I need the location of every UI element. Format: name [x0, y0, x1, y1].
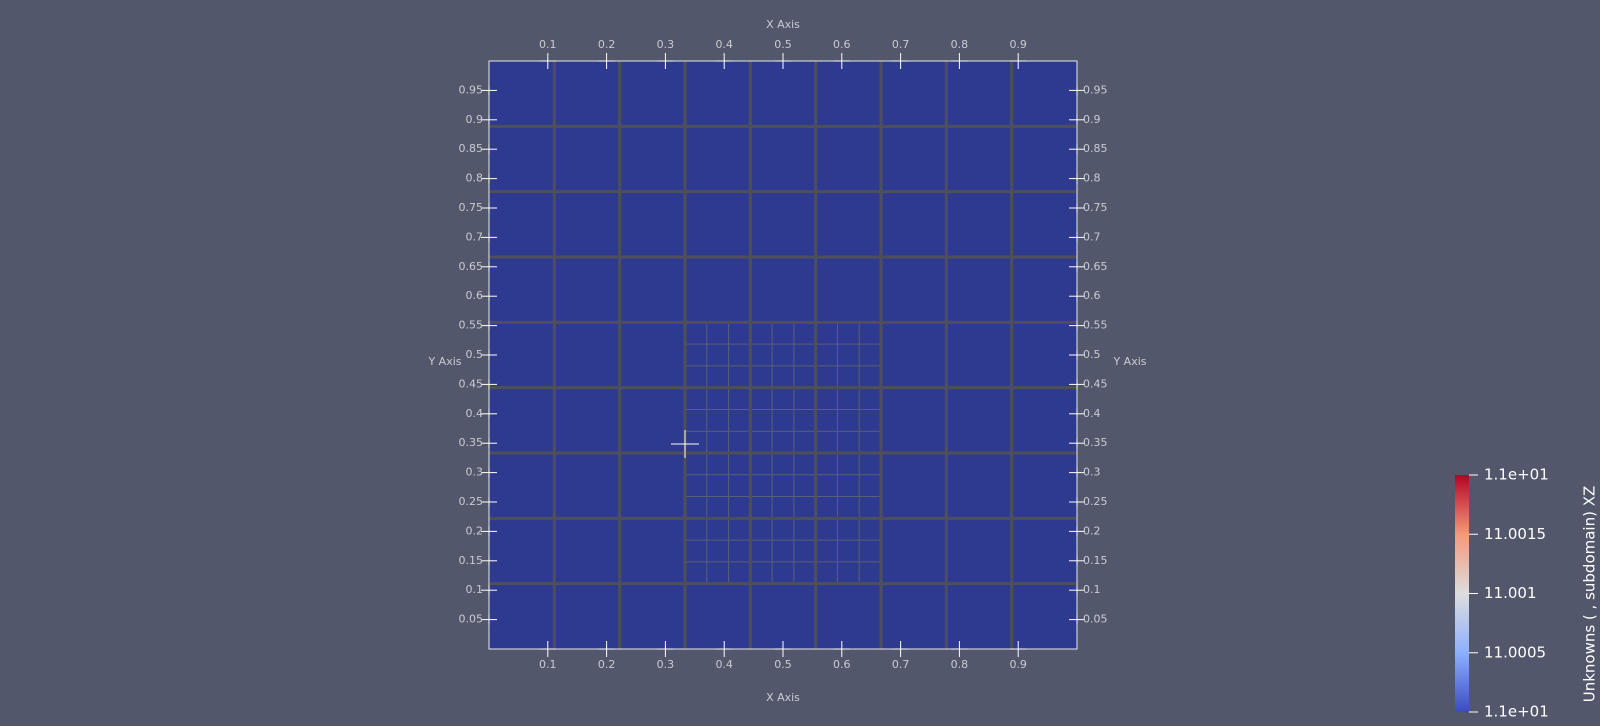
x-tick-label: 0.9	[1009, 38, 1027, 51]
axes: 0.1 0.1 0.2 0.2 0.3 0.3 0.4 0.4 0.5 0.5 0.6 0.6 0.7 0…	[459, 38, 1108, 671]
y-tick-label: 0.7	[466, 230, 484, 243]
x-axis-title-bottom: X Axis	[766, 691, 800, 704]
y-tick-label: 0.2	[1083, 524, 1101, 537]
x-tick-label: 0.2	[598, 658, 616, 671]
mesh-surface	[489, 61, 1077, 649]
y-tick-label: 0.95	[459, 83, 484, 96]
y-tick-label: 0.45	[459, 377, 484, 390]
colorbar-title: Unknowns ( , subdomain) XZ	[1581, 486, 1599, 703]
colorbar-label: 11.0015	[1484, 525, 1546, 543]
x-tick-label: 0.2	[598, 38, 616, 51]
y-tick-label: 0.25	[1083, 495, 1108, 508]
y-tick-label: 0.7	[1083, 230, 1101, 243]
y-tick-label: 0.2	[466, 524, 484, 537]
x-tick-label: 0.7	[892, 38, 910, 51]
y-axis-title-left: Y Axis	[427, 355, 461, 368]
colorbar-labels: 1.1e+01 11.0015 11.001 11.0005 1.1e+01	[1469, 466, 1549, 721]
x-tick-label: 0.6	[833, 658, 851, 671]
y-tick-label: 0.95	[1083, 83, 1108, 96]
colorbar-label: 1.1e+01	[1484, 703, 1549, 721]
y-tick-label: 0.5	[1083, 348, 1101, 361]
y-tick-label: 0.5	[466, 348, 484, 361]
y-tick-label: 0.8	[1083, 172, 1101, 185]
colorbar	[1455, 475, 1469, 712]
x-tick-label: 0.1	[539, 658, 557, 671]
x-tick-label: 0.3	[657, 38, 675, 51]
y-tick-label: 0.1	[1083, 583, 1101, 596]
y-tick-label: 0.85	[459, 142, 484, 155]
y-axis-title-right: Y Axis	[1112, 355, 1146, 368]
colorbar-label: 11.001	[1484, 584, 1537, 602]
y-tick-label: 0.75	[1083, 201, 1108, 214]
y-tick-label: 0.15	[1083, 554, 1108, 567]
y-tick-label: 0.15	[459, 554, 484, 567]
y-tick-label: 0.05	[459, 613, 484, 626]
x-tick-label: 0.5	[774, 658, 792, 671]
x-tick-label: 0.1	[539, 38, 557, 51]
x-tick-label: 0.9	[1009, 658, 1027, 671]
y-tick-label: 0.85	[1083, 142, 1108, 155]
y-tick-label: 0.45	[1083, 377, 1108, 390]
y-tick-label: 0.05	[1083, 613, 1108, 626]
mesh-lines	[489, 61, 1077, 649]
y-tick-label: 0.35	[459, 436, 484, 449]
x-tick-label: 0.8	[951, 658, 969, 671]
cursor-crosshair	[671, 430, 699, 458]
y-tick-label: 0.4	[466, 407, 484, 420]
y-tick-label: 0.75	[459, 201, 484, 214]
colorbar-label: 11.0005	[1484, 643, 1546, 661]
y-tick-label: 0.25	[459, 495, 484, 508]
y-tick-label: 0.35	[1083, 436, 1108, 449]
y-tick-label: 0.65	[459, 260, 484, 273]
x-tick-label: 0.8	[951, 38, 969, 51]
y-tick-label: 0.55	[459, 319, 484, 332]
y-tick-label: 0.6	[1083, 289, 1101, 302]
y-tick-label: 0.9	[466, 113, 484, 126]
x-tick-label: 0.6	[833, 38, 851, 51]
x-axis-title-top: X Axis	[766, 18, 800, 31]
y-tick-label: 0.55	[1083, 319, 1108, 332]
x-tick-label: 0.7	[892, 658, 910, 671]
y-tick-label: 0.65	[1083, 260, 1108, 273]
x-tick-label: 0.3	[657, 658, 675, 671]
y-tick-label: 0.6	[466, 289, 484, 302]
y-tick-label: 0.4	[1083, 407, 1101, 420]
y-tick-label: 0.3	[466, 466, 484, 479]
y-tick-label: 0.3	[1083, 466, 1101, 479]
colorbar-label: 1.1e+01	[1484, 466, 1549, 484]
x-tick-label: 0.4	[715, 658, 733, 671]
y-tick-label: 0.1	[466, 583, 484, 596]
y-tick-label: 0.8	[466, 172, 484, 185]
x-tick-label: 0.5	[774, 38, 792, 51]
x-tick-label: 0.4	[715, 38, 733, 51]
y-tick-label: 0.9	[1083, 113, 1101, 126]
